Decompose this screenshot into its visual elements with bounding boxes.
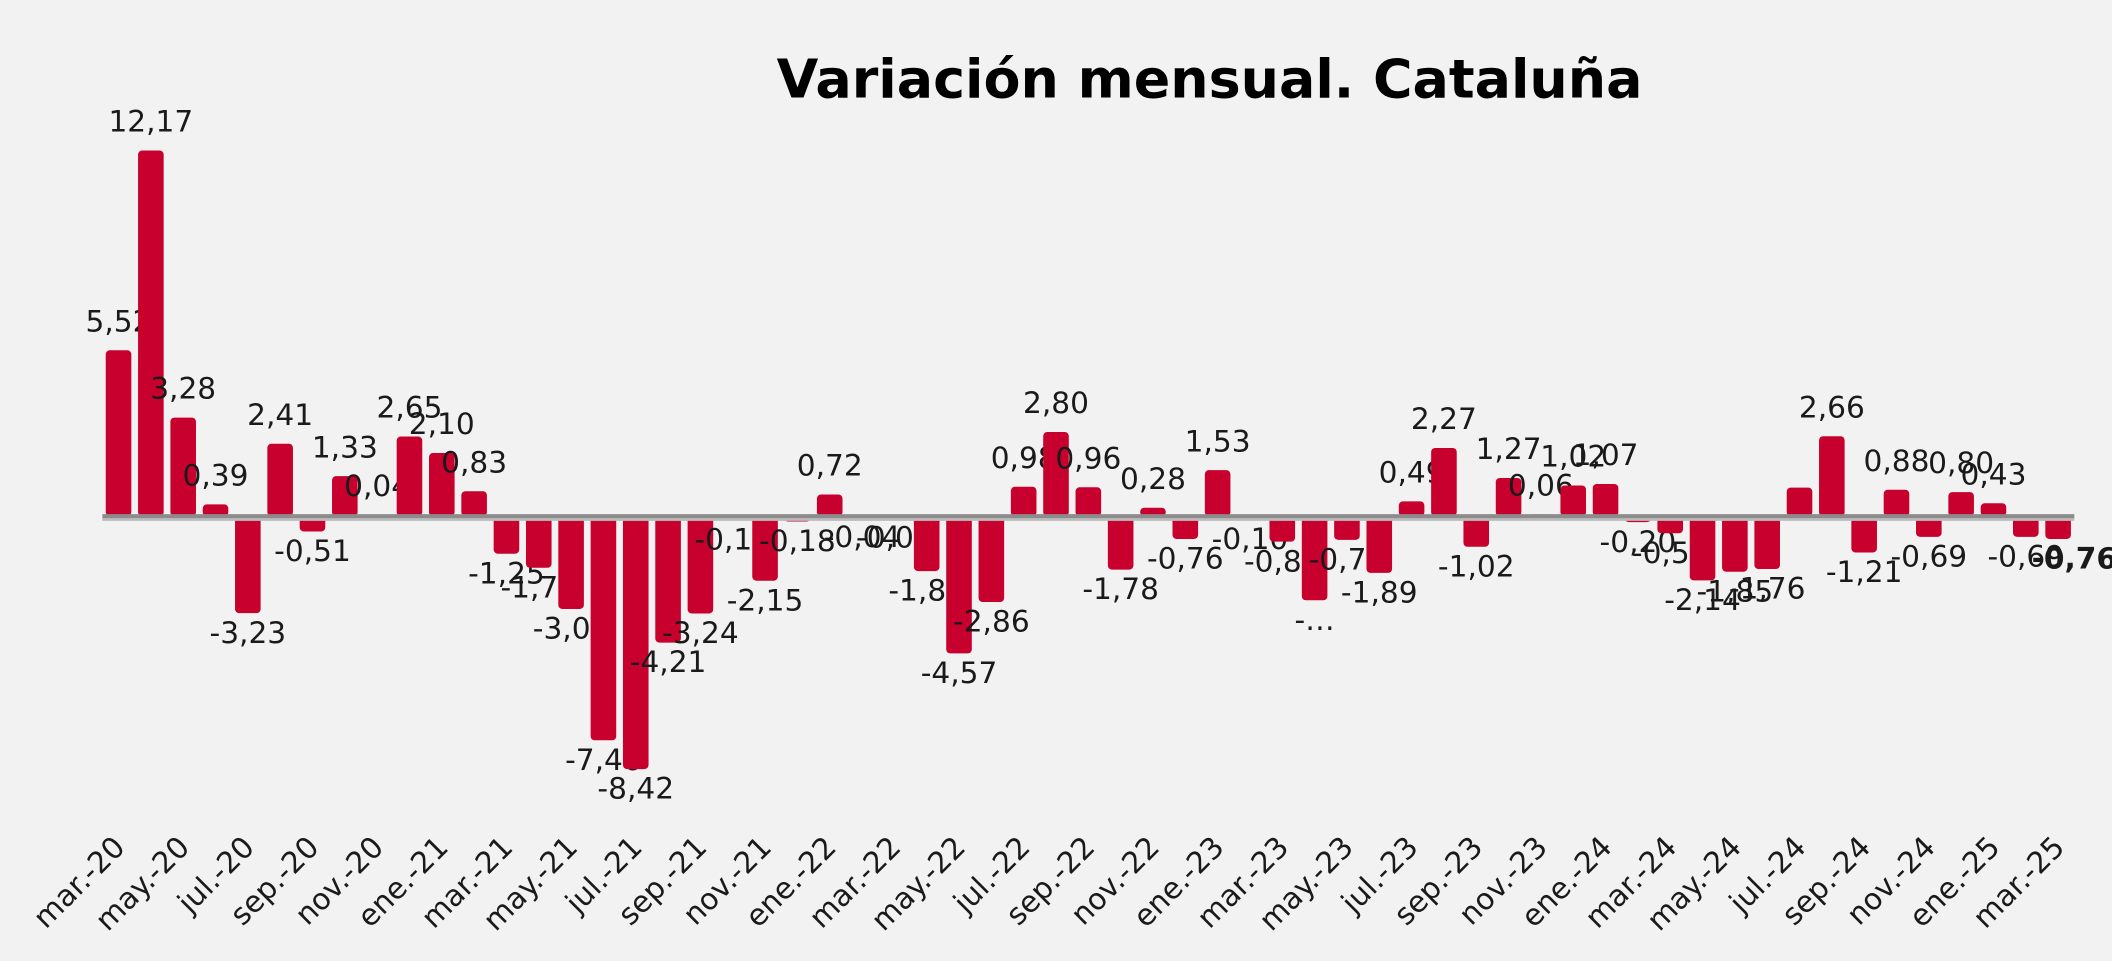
bar — [752, 516, 778, 581]
data-label: -0,76 — [2032, 541, 2112, 576]
bar — [1916, 516, 1942, 537]
data-label: 2,41 — [247, 397, 313, 432]
bar — [429, 453, 455, 517]
data-label: -1,76 — [1729, 571, 1806, 606]
data-label: -2,14 — [1664, 582, 1741, 617]
data-label: -0,69 — [1890, 538, 1967, 573]
data-label: -2,86 — [953, 604, 1030, 639]
bar — [1107, 516, 1134, 570]
bar — [1334, 516, 1360, 540]
data-label: 0,83 — [441, 444, 507, 479]
bar — [493, 516, 520, 554]
bar — [267, 443, 293, 517]
bar — [105, 350, 132, 517]
data-label: -1,89 — [1341, 575, 1418, 610]
data-label: 0,88 — [1864, 443, 1930, 478]
data-label: 0,28 — [1120, 461, 1186, 496]
data-label: 0,72 — [797, 448, 863, 483]
data-label: -… — [1294, 602, 1334, 637]
bar — [1269, 516, 1296, 542]
data-label: 12,17 — [108, 104, 193, 139]
bar — [1851, 516, 1877, 553]
bar — [558, 516, 584, 609]
data-label: 3,28 — [150, 371, 216, 406]
data-label: -1,21 — [1826, 554, 1903, 589]
data-label: 2,80 — [1023, 385, 1089, 420]
bar — [170, 417, 196, 517]
bar — [1883, 489, 1910, 517]
bar — [1010, 486, 1037, 517]
data-label: 2,66 — [1799, 389, 1865, 424]
data-label: 2,65 — [376, 390, 442, 425]
bar — [138, 150, 164, 517]
data-label: 1,33 — [312, 429, 378, 464]
bar — [1043, 432, 1069, 517]
chart-title: Variación mensual. Cataluña — [777, 47, 1643, 110]
bar — [525, 516, 552, 568]
data-label: -3,24 — [662, 615, 739, 650]
bar — [396, 436, 423, 517]
bar — [1172, 516, 1199, 539]
bar — [687, 516, 714, 614]
bar — [1140, 507, 1166, 517]
data-label: -4,57 — [921, 655, 998, 690]
data-label: -1,85 — [1697, 573, 1774, 608]
bar — [946, 516, 972, 654]
data-label: -8,42 — [597, 771, 674, 806]
data-label: 1,02 — [1540, 439, 1606, 474]
bar — [1948, 492, 1974, 517]
bar — [913, 516, 940, 572]
data-label: -0,04 — [824, 519, 901, 554]
data-label: -0,18 — [759, 523, 836, 558]
data-label: -1,02 — [1438, 548, 1515, 583]
data-label: -1,78 — [1082, 571, 1159, 606]
bar — [1819, 436, 1845, 517]
bar — [1722, 516, 1748, 572]
bar — [655, 516, 681, 643]
data-label: -3,23 — [210, 615, 287, 650]
bar — [2013, 516, 2039, 537]
data-label: 0,96 — [1055, 440, 1121, 475]
data-label: -0,76 — [1147, 541, 1224, 576]
data-label: 2,27 — [1411, 401, 1477, 436]
data-label: -0,69 — [1987, 538, 2064, 573]
data-label: 1,53 — [1185, 423, 1251, 458]
data-label: -0,51 — [274, 533, 351, 568]
bar — [1754, 516, 1780, 570]
bar — [1075, 487, 1102, 517]
data-label: 1,27 — [1476, 431, 1542, 466]
bar — [1431, 447, 1457, 517]
bar — [978, 516, 1005, 603]
bar — [1301, 516, 1328, 601]
data-label: -2,15 — [727, 582, 804, 617]
data-label: 2,10 — [409, 406, 475, 441]
bar — [1366, 516, 1393, 573]
bar — [1398, 501, 1425, 517]
bar — [622, 516, 649, 770]
bar — [1560, 485, 1587, 517]
bar — [1204, 470, 1231, 517]
bar — [2045, 516, 2071, 539]
bar — [1592, 483, 1619, 517]
bar — [1786, 487, 1813, 517]
bar — [332, 476, 358, 517]
bar — [1689, 516, 1716, 581]
data-label: -4,21 — [630, 644, 707, 679]
data-label: 0,80 — [1928, 445, 1994, 480]
bar — [816, 494, 843, 517]
data-label: 0,43 — [1960, 456, 2026, 491]
bar — [1495, 477, 1522, 517]
bar — [461, 491, 487, 517]
bar — [590, 516, 617, 741]
bar — [235, 516, 261, 614]
data-label: 0,39 — [183, 458, 249, 493]
bar — [1463, 516, 1490, 547]
bar — [1980, 503, 2007, 517]
data-label: 1,07 — [1573, 437, 1639, 472]
bar — [202, 504, 229, 517]
